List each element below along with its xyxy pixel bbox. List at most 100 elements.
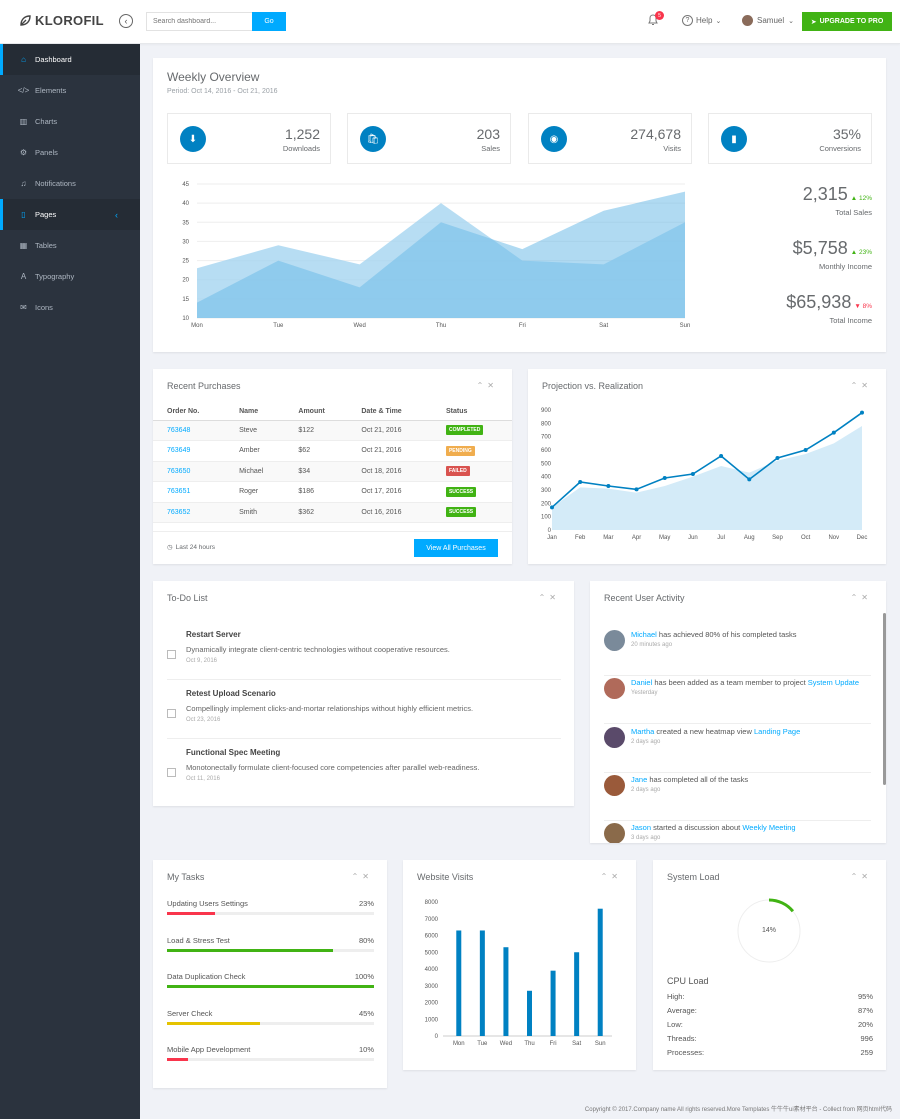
sidebar-item-pages[interactable]: ▯ Pages ‹: [0, 199, 140, 230]
y-tick-label: 0: [435, 1034, 439, 1040]
y-tick-label: 0: [548, 528, 552, 534]
data-point: [831, 430, 836, 435]
gauge-value: 14%: [761, 927, 776, 934]
activity-link[interactable]: Landing Page: [753, 726, 801, 736]
collapse-icon[interactable]: ⌃: [351, 872, 363, 881]
order-link[interactable]: 763649: [167, 447, 191, 455]
sidebar-item-dashboard[interactable]: ⌂ Dashboard: [0, 44, 140, 75]
user-link[interactable]: Daniel: [631, 678, 653, 688]
system-load-panel: System Load ⌃✕ 14% CPU Load High: 95% Aver…: [653, 860, 886, 1070]
sidebar-item-notifications[interactable]: ♫ Notifications: [0, 168, 140, 199]
activity-panel: Recent User Activity ⌃✕ Michael has achi…: [590, 581, 886, 843]
brand-logo[interactable]: KLOROFIL: [19, 13, 104, 28]
column-header: Order No.: [153, 404, 226, 421]
todo-checkbox[interactable]: [167, 768, 176, 777]
todo-checkbox[interactable]: [167, 709, 176, 718]
stat-label: Total Income: [829, 316, 872, 325]
sidebar-item-charts[interactable]: ▥ Charts: [0, 106, 140, 137]
last-24-hours: ◷ Last 24 hours: [167, 543, 215, 552]
sidebar-toggle-icon[interactable]: ‹: [119, 14, 133, 28]
x-tick-label: Thu: [436, 323, 446, 329]
y-tick-label: 5000: [425, 950, 439, 956]
upgrade-button[interactable]: ➤ UPGRADE TO PRO: [802, 12, 892, 31]
collapse-icon[interactable]: ⌃: [850, 593, 862, 602]
task-item: Load & Stress Test 80%: [167, 936, 374, 956]
order-link[interactable]: 763648: [167, 426, 191, 434]
x-tick-label: Fri: [519, 323, 526, 329]
x-tick-label: Tue: [477, 1041, 488, 1047]
close-icon[interactable]: ✕: [861, 593, 872, 602]
x-tick-label: Feb: [575, 535, 586, 541]
stat-total-sales: 2,315 ▲ 12% Total Sales: [803, 184, 872, 217]
cpu-stat-value: 95%: [857, 992, 873, 1001]
data-point: [606, 484, 611, 488]
x-tick-label: Aug: [744, 535, 755, 541]
x-tick-label: Oct: [801, 535, 811, 541]
x-tick-label: Mon: [191, 323, 203, 329]
cpu-stat-label: Threads:: [667, 1034, 697, 1043]
x-tick-label: Tue: [273, 323, 284, 329]
search-go-button[interactable]: Go: [252, 12, 286, 31]
collapse-icon[interactable]: ⌃: [850, 872, 862, 881]
collapse-icon[interactable]: ⌃: [538, 593, 550, 602]
sidebar-item-elements[interactable]: </> Elements: [0, 75, 140, 106]
activity-time: 2 days ago: [631, 786, 661, 793]
cpu-stat-row: Threads: 996: [667, 1034, 873, 1043]
x-tick-label: Mar: [603, 535, 613, 541]
user-link[interactable]: Martha: [631, 726, 655, 736]
user-link[interactable]: Jane: [631, 774, 648, 784]
todo-title: Retest Upload Scenario: [186, 689, 276, 698]
user-link[interactable]: Michael: [631, 630, 657, 639]
y-tick-label: 25: [182, 259, 189, 265]
close-icon[interactable]: ✕: [611, 872, 622, 881]
stat-label: Monthly Income: [819, 262, 872, 271]
task-percent: 100%: [354, 972, 374, 981]
purchases-footer: ◷ Last 24 hours View All Purchases: [153, 531, 512, 564]
scrollbar[interactable]: [883, 613, 886, 785]
name-cell: Steve: [225, 420, 285, 441]
table-row: 763648 Steve $122 Oct 21, 2016 COMPLETED: [153, 420, 512, 441]
notifications-button[interactable]: 5: [648, 11, 664, 28]
order-link[interactable]: 763652: [167, 508, 191, 516]
user-menu[interactable]: Samuel ⌄: [742, 15, 794, 26]
sidebar-item-panels[interactable]: ⚙ Panels: [0, 137, 140, 168]
sidebar: ⌂ Dashboard </> Elements ▥ Charts ⚙ Panels ♫…: [0, 44, 140, 1119]
close-icon[interactable]: ✕: [861, 381, 872, 390]
sidebar-item-typography[interactable]: A Typography: [0, 261, 140, 292]
x-tick-label: Jun: [688, 535, 698, 541]
overview-title: Weekly Overview: [167, 70, 260, 84]
collapse-icon[interactable]: ⌃: [850, 381, 862, 390]
collapse-icon[interactable]: ⌃: [600, 872, 612, 881]
user-link[interactable]: Jason: [631, 823, 652, 833]
close-icon[interactable]: ✕: [549, 593, 560, 602]
activity-link[interactable]: System Update: [807, 678, 860, 688]
data-point: [690, 472, 695, 476]
sidebar-item-tables[interactable]: ▦ Tables: [0, 230, 140, 261]
status-cell: COMPLETED: [431, 420, 512, 441]
notification-badge: 5: [655, 11, 664, 20]
help-menu[interactable]: ? Help ⌄: [682, 15, 721, 26]
amount-cell: $34: [284, 461, 348, 482]
leaf-icon: [20, 14, 31, 26]
overview-period: Period: Oct 14, 2016 - Oct 21, 2016: [167, 88, 278, 95]
x-tick-label: Nov: [828, 535, 839, 541]
task-percent: 45%: [358, 1008, 374, 1018]
stat-value: 2,315: [802, 184, 848, 204]
activity-link[interactable]: Weekly Meeting: [742, 823, 796, 833]
close-icon[interactable]: ✕: [861, 872, 872, 881]
todo-checkbox[interactable]: [167, 650, 176, 659]
x-tick-label: Wed: [500, 1041, 512, 1047]
status-cell: SUCCESS: [431, 481, 512, 503]
close-icon[interactable]: ✕: [487, 381, 498, 390]
collapse-icon[interactable]: ⌃: [476, 381, 488, 390]
search-input[interactable]: [146, 12, 252, 31]
close-icon[interactable]: ✕: [362, 872, 373, 881]
view-all-purchases-button[interactable]: View All Purchases: [414, 539, 498, 557]
status-badge: SUCCESS: [445, 507, 477, 518]
order-link[interactable]: 763650: [167, 467, 191, 475]
todo-title: Restart Server: [186, 630, 241, 639]
sidebar-item-icons[interactable]: ✉ Icons: [0, 292, 140, 323]
sidebar-item-label: Panels: [35, 148, 58, 157]
cpu-stat-row: High: 95%: [667, 992, 873, 1001]
order-link[interactable]: 763651: [167, 488, 191, 496]
